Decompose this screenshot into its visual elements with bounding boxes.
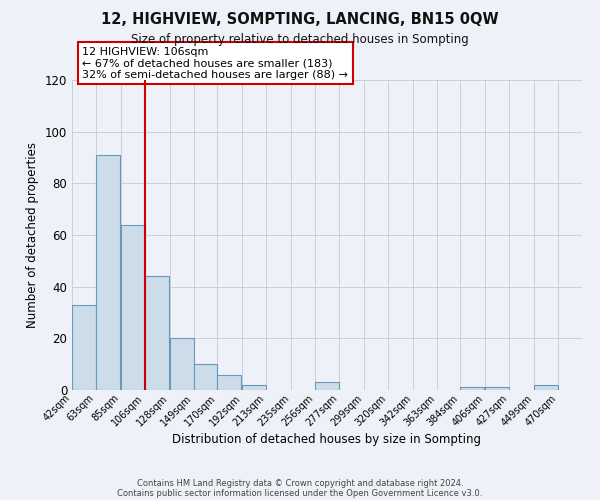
Bar [242,385,266,390]
Text: Contains HM Land Registry data © Crown copyright and database right 2024.: Contains HM Land Registry data © Crown c… [137,478,463,488]
Text: 12 HIGHVIEW: 106sqm
← 67% of detached houses are smaller (183)
32% of semi-detac: 12 HIGHVIEW: 106sqm ← 67% of detached ho… [82,47,348,80]
Bar [194,364,217,390]
Bar [534,385,558,390]
Bar [96,155,120,390]
Bar [315,382,339,390]
X-axis label: Distribution of detached houses by size in Sompting: Distribution of detached houses by size … [173,434,482,446]
Text: Size of property relative to detached houses in Sompting: Size of property relative to detached ho… [131,32,469,46]
Y-axis label: Number of detached properties: Number of detached properties [26,142,39,328]
Bar [72,304,96,390]
Bar [460,388,484,390]
Text: Contains public sector information licensed under the Open Government Licence v3: Contains public sector information licen… [118,488,482,498]
Bar [170,338,194,390]
Text: 12, HIGHVIEW, SOMPTING, LANCING, BN15 0QW: 12, HIGHVIEW, SOMPTING, LANCING, BN15 0Q… [101,12,499,28]
Bar [217,374,241,390]
Bar [121,224,145,390]
Bar [485,388,509,390]
Bar [145,276,169,390]
